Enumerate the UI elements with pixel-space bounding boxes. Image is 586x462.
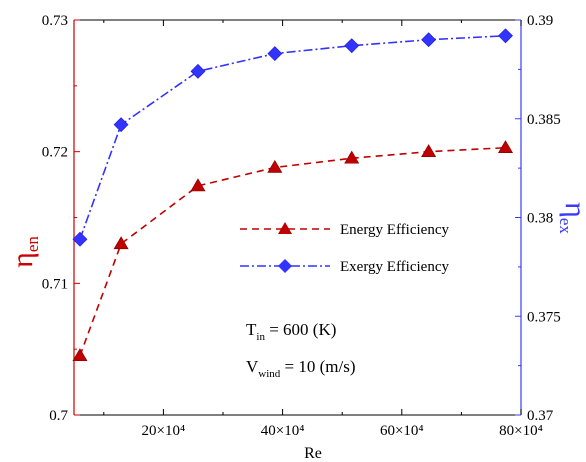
x-tick-label: 60×10⁴ bbox=[380, 423, 424, 439]
annotation-temperature-value: = 600 (K) bbox=[265, 320, 336, 339]
exergy-data-point bbox=[498, 28, 513, 44]
x-tick-label: 40×10⁴ bbox=[261, 423, 305, 439]
legend-energy-label: Energy Efficiency bbox=[340, 222, 449, 238]
energy-data-point bbox=[497, 140, 514, 154]
annotation-wind: Vwind = 10 (m/s) bbox=[246, 357, 356, 380]
exergy-data-point bbox=[190, 63, 206, 79]
energy-data-point bbox=[421, 144, 437, 157]
energy-data-point bbox=[344, 150, 360, 164]
exergy-data-point bbox=[344, 38, 360, 54]
legend-energy-marker bbox=[278, 222, 292, 234]
annotation-temperature-main: T bbox=[246, 320, 257, 339]
x-tick-label: 20×10⁴ bbox=[142, 423, 186, 439]
left-tick-label: 0.73 bbox=[42, 13, 68, 29]
right-tick-label: 0.37 bbox=[527, 408, 554, 424]
exergy-data-point bbox=[72, 231, 88, 247]
left-tick-label: 0.72 bbox=[42, 145, 68, 161]
annotation-temperature-sub: in bbox=[256, 331, 265, 343]
annotation-wind-value: = 10 (m/s) bbox=[280, 357, 355, 376]
left-axis-label-main: η bbox=[6, 252, 39, 268]
exergy-data-point bbox=[421, 32, 437, 48]
series-group bbox=[72, 28, 514, 362]
x-tick-label: 80×10⁴ bbox=[499, 423, 543, 439]
energy-data-point bbox=[190, 178, 206, 192]
left-axis-label: ηen bbox=[6, 236, 42, 268]
annotation-wind-main: V bbox=[246, 357, 259, 376]
legend-exergy-marker bbox=[278, 259, 292, 273]
x-axis-label: Re bbox=[304, 445, 322, 462]
right-axis-label-main: η bbox=[559, 202, 586, 218]
right-axis-label-sub: ex bbox=[556, 218, 575, 235]
left-axis-label-sub: en bbox=[23, 236, 42, 253]
exergy-data-point bbox=[267, 46, 283, 61]
right-tick-label: 0.39 bbox=[527, 13, 553, 29]
legend: Energy Efficiency Exergy Efficiency bbox=[240, 222, 449, 275]
energy-data-point bbox=[72, 348, 88, 362]
annotation-temperature: Tin = 600 (K) bbox=[246, 320, 336, 343]
axes-group: 20×10⁴ 40×10⁴ 60×10⁴ 80×10⁴ 0.7 0.71 0.72 0.73 0… bbox=[42, 13, 561, 439]
left-tick-label: 0.7 bbox=[49, 408, 68, 424]
energy-data-point bbox=[267, 159, 283, 173]
exergy-series-line bbox=[79, 35, 506, 240]
left-tick-label: 0.71 bbox=[42, 276, 68, 292]
right-axis-label: ηex bbox=[556, 202, 586, 234]
exergy-data-point bbox=[113, 117, 129, 133]
legend-exergy-label: Exergy Efficiency bbox=[340, 259, 449, 275]
energy-data-point bbox=[113, 236, 129, 250]
annotation-wind-sub: wind bbox=[258, 368, 281, 380]
right-tick-label: 0.38 bbox=[527, 211, 553, 227]
right-tick-label: 0.385 bbox=[527, 112, 561, 128]
right-tick-label: 0.375 bbox=[527, 309, 561, 325]
